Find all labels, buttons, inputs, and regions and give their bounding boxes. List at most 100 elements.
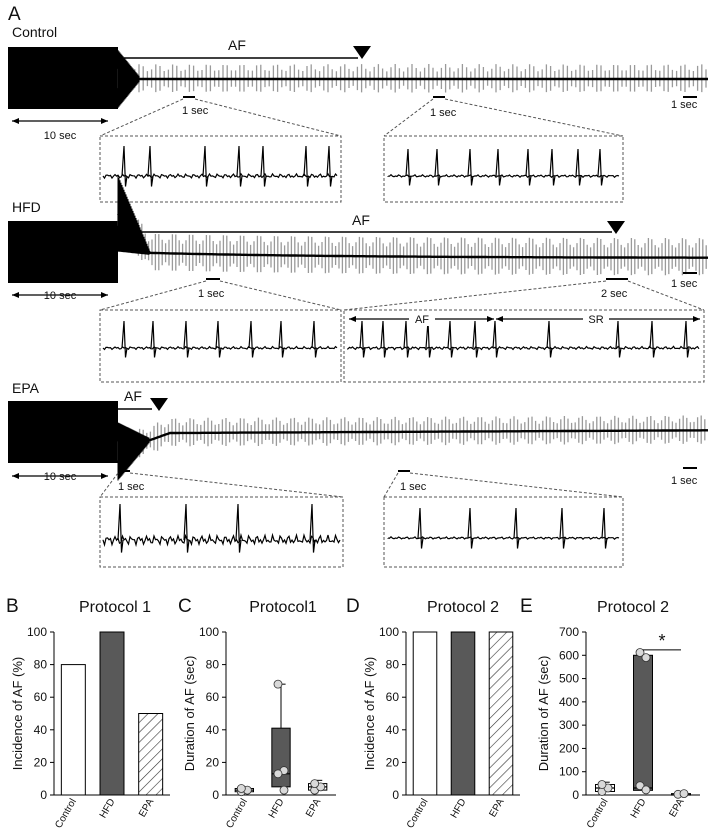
x-tick-label: Control — [53, 797, 79, 830]
data-point — [597, 780, 607, 789]
x-tick-label: HFD — [449, 797, 469, 820]
y-tick-label: 80 — [386, 658, 400, 672]
panel-letter-e: E — [520, 596, 533, 617]
panel-letter-b: B — [6, 596, 19, 617]
chart-e: E Protocol 2 0 100 200 300 400 500 600 700 Duratio… — [520, 596, 700, 830]
x-tick-label: HFD — [629, 797, 649, 820]
bar-control — [412, 631, 438, 796]
data-point — [273, 679, 283, 689]
x-tick-label: EPA — [304, 797, 323, 819]
bar-hfd — [450, 631, 476, 796]
af-label-hfd: AF — [352, 212, 370, 228]
scale-1sec-hfd: 1 sec — [671, 278, 698, 290]
bar-hfd — [99, 631, 125, 796]
group-label-epa: EPA — [12, 380, 40, 396]
af-trace-epa — [117, 415, 708, 481]
zoom-box-left-control — [99, 135, 342, 203]
y-tick-label: 100 — [27, 625, 47, 639]
panel-letter-a: A — [8, 4, 21, 25]
zoom-box-left-epa — [99, 496, 344, 568]
scale-10sec-control: 10 sec — [12, 118, 108, 142]
y-axis-label: Duration of AF (sec) — [182, 656, 197, 772]
zoom-right-label-control: 1 sec — [430, 107, 457, 119]
y-tick-label: 400 — [559, 695, 579, 709]
box-hfd — [633, 654, 653, 791]
y-tick-label: 60 — [34, 690, 48, 704]
y-tick-label: 0 — [212, 788, 219, 802]
zoom-left-label-control: 1 sec — [182, 105, 209, 117]
zoom-left-label-epa: 1 sec — [118, 481, 145, 493]
box-hfd — [271, 727, 291, 788]
y-tick-label: 300 — [559, 718, 579, 732]
inset-af-arrow: AF — [349, 312, 494, 326]
scale-10sec-label-control: 10 sec — [44, 130, 77, 142]
panel-letter-c: C — [178, 596, 192, 617]
pacing-block-control — [8, 47, 118, 109]
chart-title: Protocol 2 — [427, 599, 499, 616]
y-tick-label: 20 — [34, 755, 48, 769]
y-tick-label: 20 — [206, 755, 220, 769]
y-tick-label: 20 — [386, 755, 400, 769]
y-tick-label: 80 — [206, 658, 220, 672]
y-tick-label: 40 — [34, 723, 48, 737]
y-tick-label: 40 — [386, 723, 400, 737]
zoom-trace-right-hfd — [347, 320, 700, 358]
trace-row-control: Control AF 10 sec 1 sec 1 sec 1 sec — [8, 24, 708, 203]
scale-10sec-label-epa: 10 sec — [44, 471, 77, 483]
inset-sr-label: SR — [588, 314, 603, 326]
chart-c: C Protocol1 0 20 40 60 80 100 Duration of AF (se… — [178, 596, 336, 830]
zoom-right-label-epa: 1 sec — [400, 481, 427, 493]
y-tick-label: 200 — [559, 741, 579, 755]
group-label-control: Control — [12, 24, 57, 40]
af-trace-hfd — [117, 175, 708, 276]
x-tick-label: HFD — [267, 797, 287, 820]
af-end-marker-epa — [150, 398, 168, 411]
y-tick-label: 0 — [572, 788, 579, 802]
y-tick-label: 600 — [559, 648, 579, 662]
x-tick-label: EPA — [667, 797, 686, 819]
scale-1sec-epa: 1 sec — [671, 475, 698, 487]
y-tick-label: 60 — [386, 690, 400, 704]
data-point — [236, 784, 246, 793]
data-point — [635, 648, 645, 657]
zoom-trace-left-control — [102, 145, 338, 187]
y-tick-label: 40 — [206, 723, 220, 737]
pacing-block-hfd — [8, 221, 118, 283]
x-tick-label: HFD — [98, 797, 118, 820]
pacing-block-epa — [8, 401, 118, 463]
data-point — [641, 653, 651, 663]
zoom-box-left-hfd — [99, 309, 342, 383]
bar-control — [60, 664, 86, 796]
zoom-trace-right-control — [387, 148, 620, 186]
scale-10sec-hfd: 10 sec — [12, 290, 108, 302]
scale-1sec-control: 1 sec — [671, 99, 698, 111]
chart-b: B Protocol 1 0 20 40 60 80 100 Incidence of AF (… — [6, 596, 170, 830]
group-label-hfd: HFD — [12, 199, 41, 215]
inset-sr-arrow: SR — [496, 312, 700, 326]
y-axis-label: Incidence of AF (%) — [10, 657, 25, 770]
af-end-marker-control — [353, 46, 371, 59]
zoom-box-right-control — [383, 135, 624, 203]
data-point — [279, 785, 289, 795]
zoom-box-right-epa — [383, 496, 624, 568]
bar-epa — [138, 713, 164, 796]
zoom-box-right-hfd — [343, 309, 705, 383]
zoom-trace-left-epa — [102, 503, 341, 553]
af-trace-control — [117, 50, 708, 108]
y-tick-label: 500 — [559, 672, 579, 686]
data-point — [635, 781, 645, 791]
chart-title: Protocol 1 — [79, 599, 151, 616]
y-axis-label: Incidence of AF (%) — [362, 657, 377, 770]
y-axis-label: Duration of AF (sec) — [536, 656, 551, 772]
zoom-trace-left-hfd — [102, 320, 338, 358]
data-point — [641, 785, 651, 795]
chart-title: Protocol1 — [249, 599, 317, 616]
y-tick-label: 100 — [199, 625, 219, 639]
data-point — [679, 789, 689, 799]
scale-10sec-epa: 10 sec — [12, 471, 108, 483]
y-tick-label: 0 — [392, 788, 399, 802]
y-tick-label: 80 — [34, 658, 48, 672]
trace-row-hfd: HFD AF 10 sec 1 sec 2 sec 1 sec — [8, 175, 708, 383]
panel-letter-d: D — [346, 596, 360, 617]
